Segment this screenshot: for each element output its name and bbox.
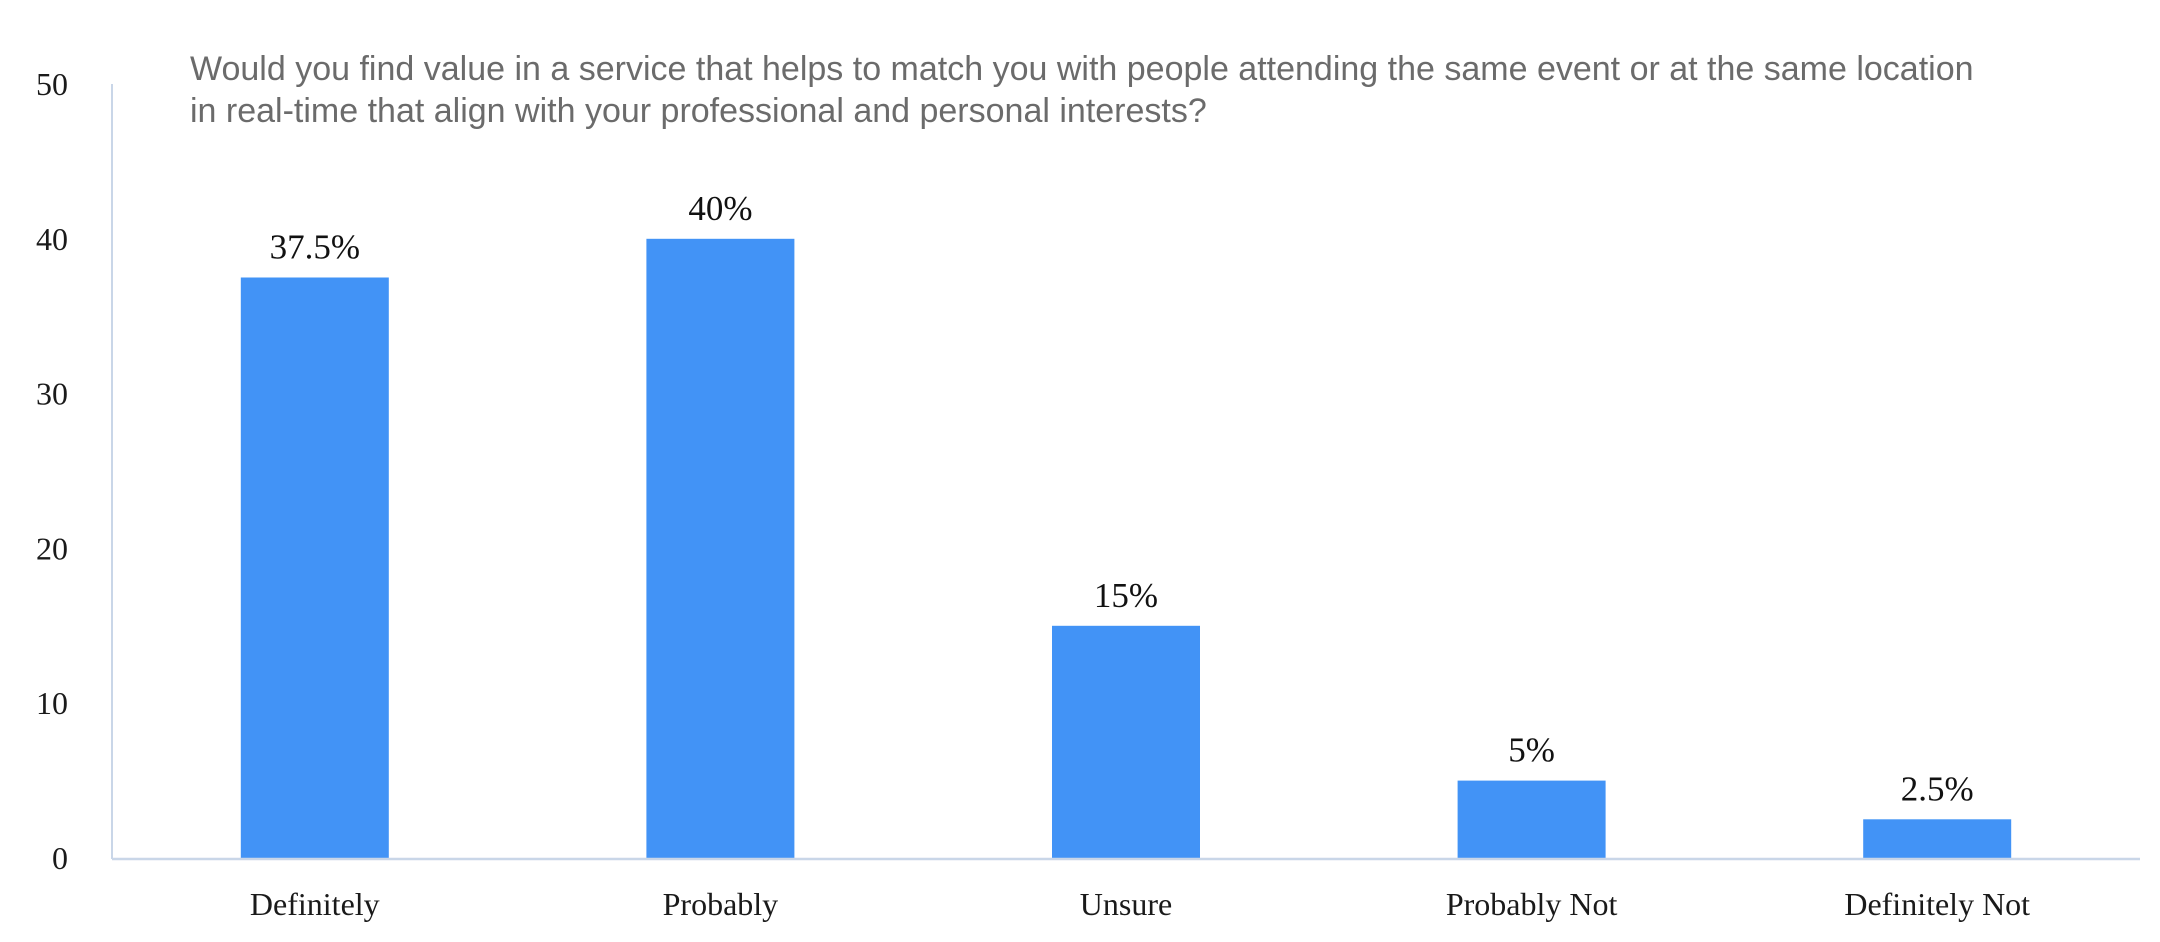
data-label: 15% [1094,576,1158,615]
chart-title-line-2: in real-time that align with your profes… [190,92,1207,130]
data-label: 37.5% [270,228,360,267]
x-tick-label: Probably [663,886,779,922]
x-axis: Definitely Probably Unsure Probably Not Defi… [112,857,2140,922]
data-label: 5% [1508,731,1555,770]
y-tick-label: 50 [36,66,68,102]
data-label: 2.5% [1901,769,1974,808]
x-tick-label: Definitely [250,886,380,922]
y-tick-label: 20 [36,530,68,566]
bars [240,238,2012,859]
x-tick-label: Unsure [1080,886,1172,922]
chart-title-line-1: Would you find value in a service that h… [190,50,1974,88]
bar-definitely [240,277,389,858]
y-axis: 0 10 20 30 40 50 [36,66,113,876]
y-tick-label: 40 [36,221,68,257]
x-tick-label: Definitely Not [1844,886,2030,922]
y-tick-label: 10 [36,685,68,721]
bar-unsure [1052,625,1200,858]
bar-probably [646,238,795,859]
y-tick-label: 0 [52,840,68,876]
x-tick-label: Probably Not [1446,886,1618,922]
y-tick-label: 30 [36,376,68,412]
chart-title: Would you find value in a service that h… [190,50,1974,130]
bar-definitely-not [1863,819,2012,858]
data-labels: 37.5% 40% 15% 5% 2.5% [270,189,1974,808]
bar-probably-not [1457,780,1606,858]
data-label: 40% [688,189,752,228]
